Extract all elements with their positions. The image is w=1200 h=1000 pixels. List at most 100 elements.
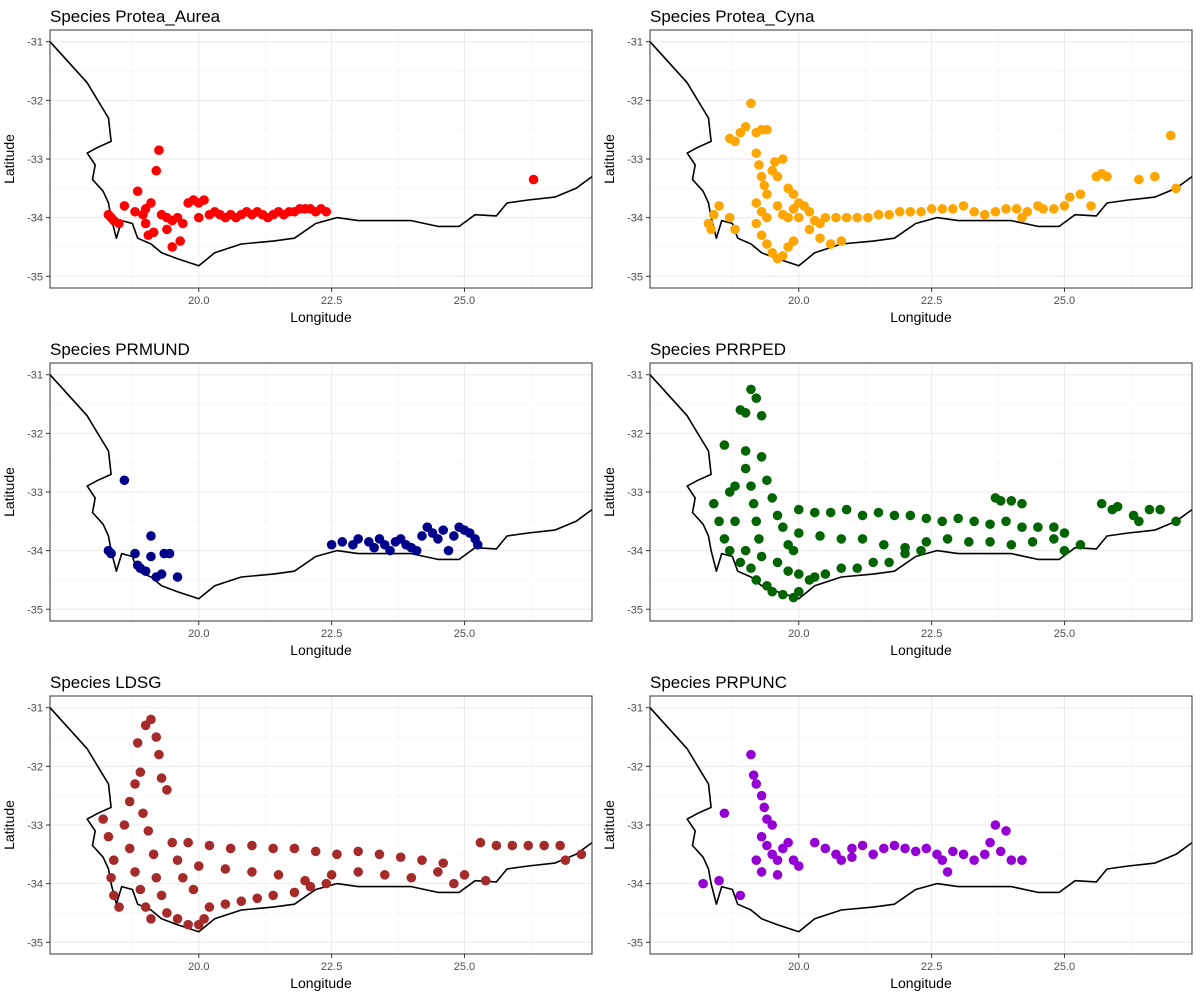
data-point	[1049, 204, 1059, 214]
data-point	[178, 872, 188, 883]
data-point	[746, 481, 756, 491]
x-tick-label: 22.5	[321, 628, 342, 640]
x-tick-label: 20.0	[788, 295, 809, 307]
y-tick-label: -35	[627, 271, 643, 283]
data-point	[767, 586, 778, 597]
data-point	[804, 224, 815, 235]
data-point	[847, 852, 857, 863]
panel-prmund: 20.0 22.5 25.0 -31 -32 -33 -34 -35 Species PRMU…	[1, 340, 593, 658]
data-point	[146, 551, 156, 562]
data-point	[910, 846, 921, 857]
x-tick-label: 20.0	[188, 295, 209, 307]
data-point	[1059, 201, 1070, 211]
y-axis-label: Latitude	[1, 800, 17, 850]
data-point	[528, 174, 539, 185]
data-point	[724, 212, 735, 223]
data-point	[900, 843, 910, 854]
data-point	[204, 902, 215, 912]
y-tick-label: -33	[627, 820, 643, 832]
data-point	[759, 180, 770, 191]
y-tick-label: -31	[627, 37, 643, 49]
y-tick-label: -32	[627, 761, 643, 773]
data-point	[852, 212, 863, 223]
data-point	[151, 165, 162, 176]
data-point	[103, 831, 114, 842]
data-point	[1049, 522, 1059, 532]
data-point	[942, 867, 953, 877]
data-point	[523, 840, 534, 851]
data-point	[353, 867, 363, 877]
data-point	[772, 201, 783, 211]
y-tick-label: -34	[627, 546, 643, 558]
data-point	[894, 206, 905, 217]
x-axis-label: Longitude	[290, 975, 352, 991]
data-point	[748, 498, 759, 509]
data-point	[124, 843, 135, 854]
data-point	[167, 837, 178, 848]
data-point	[108, 890, 119, 901]
data-point	[555, 840, 565, 851]
x-tick-label: 20.0	[788, 961, 809, 973]
x-tick-label: 22.5	[321, 961, 342, 973]
data-point	[151, 732, 162, 742]
data-point	[772, 510, 783, 521]
data-point	[1011, 204, 1022, 214]
y-tick-label: -32	[27, 95, 43, 107]
data-point	[162, 224, 172, 235]
y-tick-label: -34	[627, 213, 643, 225]
data-points	[698, 749, 1027, 901]
data-point	[748, 770, 759, 780]
data-point	[138, 808, 148, 819]
data-point	[146, 531, 156, 541]
data-point	[1096, 498, 1107, 509]
data-point	[1006, 855, 1017, 865]
data-point	[140, 218, 151, 229]
data-point	[995, 846, 1006, 857]
data-point	[751, 198, 762, 208]
data-point	[788, 204, 799, 214]
data-point	[379, 870, 390, 880]
coastline	[49, 707, 593, 933]
data-point	[417, 855, 427, 865]
data-points	[103, 475, 483, 582]
y-tick-label: -34	[27, 213, 43, 225]
data-point	[130, 548, 140, 559]
data-point	[154, 749, 164, 760]
data-point	[809, 507, 820, 518]
data-point	[820, 212, 831, 223]
x-tick-label: 25.0	[454, 961, 475, 973]
data-point	[183, 837, 193, 848]
coastline	[49, 374, 593, 600]
data-point	[326, 539, 337, 550]
data-point	[395, 852, 406, 863]
data-point	[873, 507, 884, 518]
data-point	[135, 767, 146, 778]
data-point	[964, 537, 974, 547]
data-point	[719, 534, 730, 544]
data-point	[820, 843, 831, 854]
y-axis-label: Latitude	[1, 134, 17, 184]
data-point	[199, 195, 209, 205]
data-point	[762, 124, 772, 135]
data-point	[321, 878, 332, 889]
data-point	[106, 872, 116, 883]
data-point	[332, 849, 342, 860]
y-tick-label: -32	[27, 761, 43, 773]
data-point	[735, 890, 746, 901]
data-point	[714, 201, 724, 211]
data-point	[942, 534, 953, 544]
y-axis-label: Latitude	[601, 134, 617, 184]
panel-title: Species PRPUNC	[650, 673, 787, 692]
data-point	[793, 569, 804, 579]
panel-title: Species LDSG	[50, 673, 162, 692]
data-point	[751, 855, 762, 865]
data-point	[172, 855, 183, 865]
plot-background: 20.0 22.5 25.0 -31 -32 -33 -34 -35	[627, 695, 1193, 973]
data-point	[124, 796, 135, 807]
data-point	[836, 236, 847, 246]
data-point	[193, 212, 204, 223]
data-point	[1001, 826, 1011, 836]
data-point	[353, 534, 363, 544]
data-point	[172, 572, 183, 582]
